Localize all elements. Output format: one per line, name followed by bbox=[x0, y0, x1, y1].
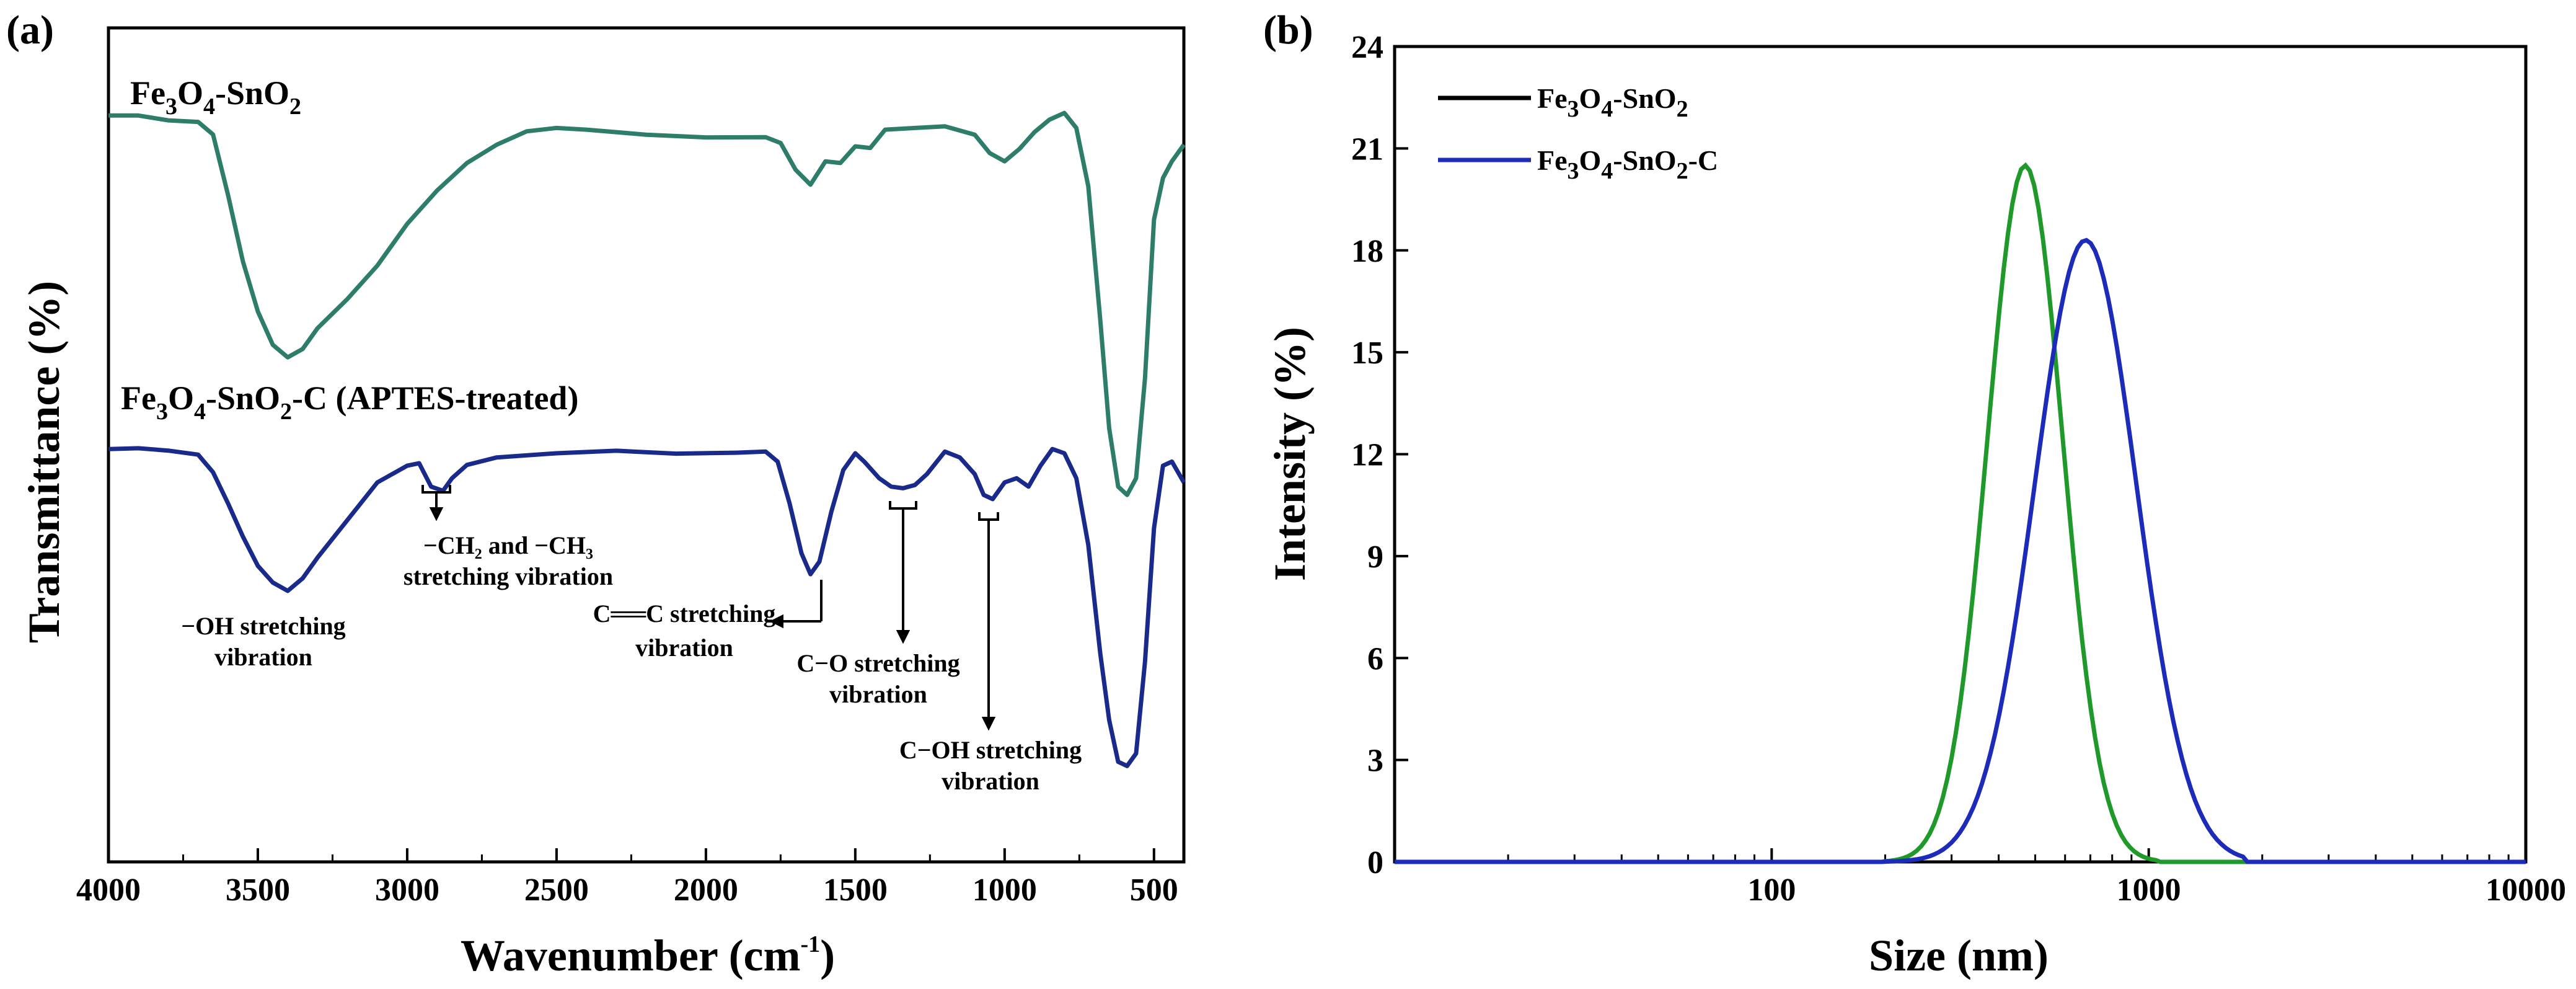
annotation-coh-arrow bbox=[978, 512, 999, 731]
b-y-tick-label: 24 bbox=[1351, 30, 1383, 65]
dls-series-fe3o4-sno2-line bbox=[1395, 162, 2526, 864]
a-x-tick-label: 3000 bbox=[375, 872, 439, 908]
a-x-tick-label: 4000 bbox=[76, 872, 141, 908]
b-y-tick-label: 9 bbox=[1367, 539, 1383, 575]
panel-b-x-ticks: 100 1000 10000 bbox=[1507, 848, 2566, 908]
annotation-oh-line2: vibration bbox=[214, 643, 312, 671]
b-y-tick-label: 15 bbox=[1351, 335, 1383, 371]
annotation-co-arrow bbox=[889, 501, 917, 644]
panel-a-x-ticks: 4000 3500 3000 2500 2000 1500 1000 500 bbox=[76, 848, 1178, 908]
legend-label-fe3o4-sno2-c: Fe3O4-SnO2-C bbox=[1537, 144, 1718, 184]
b-y-tick-label: 12 bbox=[1351, 438, 1383, 473]
b-y-tick-label: 6 bbox=[1367, 641, 1383, 676]
annotation-coh-line1: C−OH stretching bbox=[899, 736, 1082, 764]
a-x-tick-label: 500 bbox=[1130, 872, 1178, 908]
annotation-cc-line2: vibration bbox=[635, 634, 733, 662]
panel-a: (a) 4000 3500 3000 2500 2000 1500 1000 500 Tran… bbox=[6, 7, 1186, 980]
annotation-ch bbox=[421, 485, 451, 521]
annotation-oh: −OH stretching vibration bbox=[181, 612, 345, 671]
annotation-coh-bracket bbox=[978, 512, 999, 521]
dls-series-fe3o4-sno2-c-line bbox=[1395, 237, 2526, 864]
annotation-cc-arrowhead bbox=[769, 614, 783, 629]
legend-label-fe3o4-sno2: Fe3O4-SnO2 bbox=[1537, 82, 1688, 122]
b-x-tick-label: 1000 bbox=[2117, 872, 2181, 908]
annotation-ch-line2: stretching vibration bbox=[404, 562, 613, 590]
annotation-coh-line2: vibration bbox=[942, 767, 1039, 795]
b-y-tick-label: 21 bbox=[1351, 131, 1383, 167]
a-x-tick-label: 3500 bbox=[226, 872, 290, 908]
annotation-co-bracket bbox=[889, 501, 917, 510]
b-y-tick-label: 3 bbox=[1367, 743, 1383, 779]
annotation-co-line1: C−O stretching bbox=[796, 649, 959, 677]
annotation-coh-arrowhead bbox=[981, 717, 996, 731]
a-x-tick-label: 2500 bbox=[524, 872, 589, 908]
annotation-cc-arrow bbox=[769, 580, 823, 629]
ftir-series-fe3o4-sno2-line bbox=[108, 110, 1186, 497]
panel-b-y-ticks: 0 3 6 9 12 15 18 21 24 bbox=[1351, 30, 1408, 880]
dls-legend: Fe3O4-SnO2 Fe3O4-SnO2-C bbox=[1438, 82, 1718, 184]
b-y-tick-label: 18 bbox=[1351, 234, 1383, 269]
panel-a-x-axis-title: Wavenumber (cm-1) bbox=[461, 931, 835, 980]
b-y-tick-label: 0 bbox=[1367, 845, 1383, 880]
annotation-cc-line1: C══C stretching bbox=[593, 600, 776, 628]
panel-b-x-axis-title: Size (nm) bbox=[1869, 931, 2049, 980]
a-x-tick-label: 1000 bbox=[973, 872, 1037, 908]
a-x-tick-label: 1500 bbox=[823, 872, 888, 908]
annotation-oh-line1: −OH stretching bbox=[181, 612, 345, 640]
ftir-series-fe3o4-sno2-c-line bbox=[108, 446, 1186, 768]
annotation-co-arrowhead bbox=[896, 630, 911, 644]
panel-a-label: (a) bbox=[6, 7, 54, 53]
panel-b-y-axis-title: Intensity (%) bbox=[1265, 327, 1315, 581]
b-x-tick-label: 10000 bbox=[2486, 872, 2566, 908]
panel-a-plot-frame bbox=[107, 26, 1186, 864]
ftir-series-label-bottom: Fe3O4-SnO2-C (APTES-treated) bbox=[121, 379, 578, 425]
panel-b: (b) 0 3 6 9 12 15 18 21 24 100 1000 10000 Intensit… bbox=[1263, 7, 2566, 980]
annotation-ch-arrowhead bbox=[429, 507, 444, 521]
panel-b-label: (b) bbox=[1263, 7, 1313, 53]
b-x-tick-label: 100 bbox=[1747, 872, 1796, 908]
a-x-tick-label: 2000 bbox=[674, 872, 738, 908]
panel-a-y-axis-title: Transmittance (%) bbox=[19, 281, 69, 644]
annotation-ch-line1: −CH₂ and −CH₃ bbox=[423, 531, 593, 559]
annotation-co-line2: vibration bbox=[829, 680, 927, 708]
ftir-series-label-top: Fe3O4-SnO2 bbox=[130, 74, 301, 120]
